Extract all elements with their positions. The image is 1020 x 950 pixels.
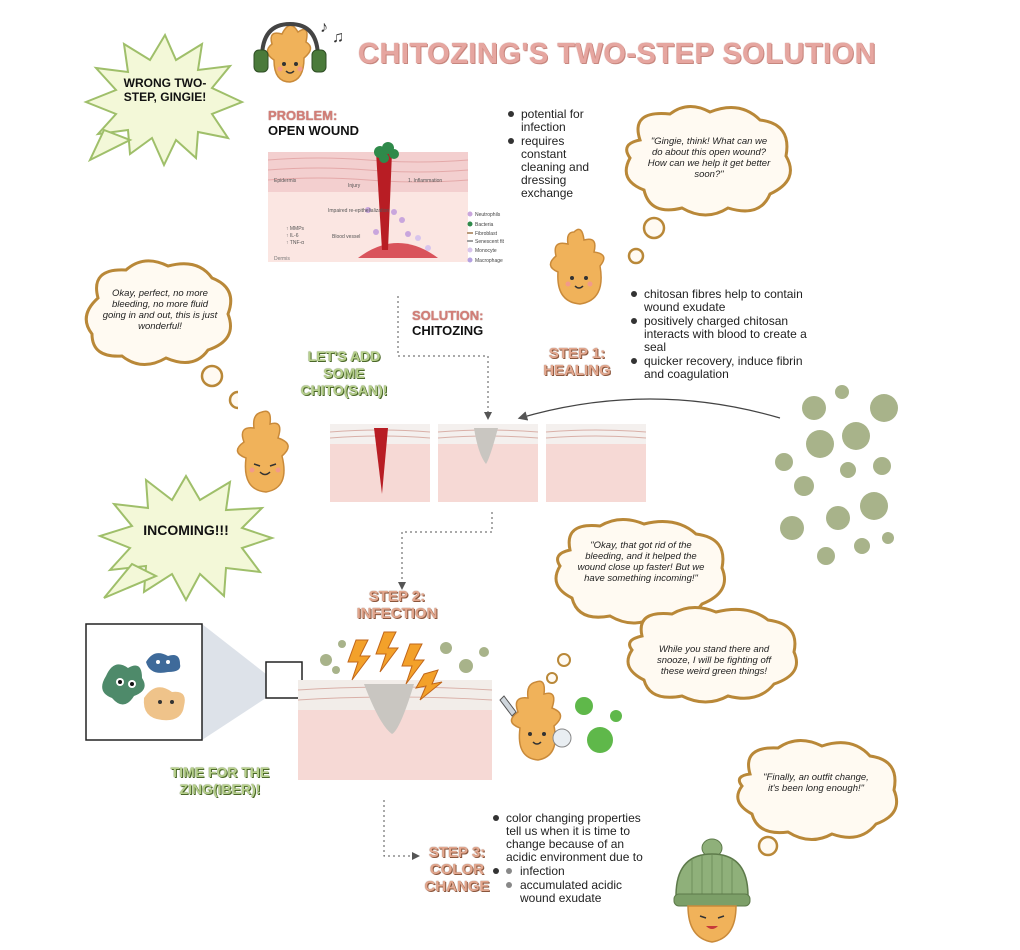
open-wound-diagram: Epidermis Injury 1. Inflammation Impaire…: [268, 140, 504, 270]
problem-bullet: potential for infection: [507, 108, 602, 134]
blood-vessel-label: Blood vessel: [332, 234, 360, 240]
step1-bullet: quicker recovery, induce fibrin and coag…: [630, 355, 810, 381]
shield-icon: [552, 728, 572, 748]
inflammation-label: 1. Inflammation: [408, 178, 442, 184]
wrong-two-step-text: WRONG TWO-STEP, GINGIE!: [123, 76, 207, 104]
ginger-icon: [510, 680, 562, 761]
step3-sub-container: infection accumulated acidic wound exuda…: [492, 865, 658, 905]
infected-wound-panel: [297, 631, 493, 780]
injury-label: Injury: [348, 183, 361, 189]
step3-sub-bullets: infection accumulated acidic wound exuda…: [492, 865, 658, 905]
ginger-green-hat-mascot: [673, 838, 751, 943]
green-bacterium-icon: [102, 664, 145, 705]
step2-heading: STEP 2: INFECTION: [356, 588, 438, 622]
dermis-label: Dermis: [274, 256, 290, 262]
step3-bullet: color changing properties tell us when i…: [492, 812, 658, 864]
svg-text:♫: ♫: [332, 29, 344, 46]
step1-bullets: chitosan fibres help to contain wound ex…: [630, 288, 810, 382]
legend-item: Bacteria: [475, 222, 494, 228]
panel-chitosan-sealed: [437, 424, 539, 502]
chitosan-particles: [775, 385, 898, 565]
music-notes-icon: ♪♫: [320, 19, 344, 46]
ginger-mascot: [549, 228, 605, 305]
step3-bullets: color changing properties tell us when i…: [492, 812, 658, 906]
page-title: CHITOZING'S TWO-STEP SOLUTION: [358, 38, 877, 70]
arrow-chitosan-to-wound: [517, 398, 781, 421]
small-thought-circles: [546, 653, 571, 684]
problem-name: OPEN WOUND: [268, 123, 359, 138]
tnf-label: ↑ TNF-α: [286, 240, 304, 246]
solution-label: SOLUTION:: [412, 308, 484, 323]
blue-bacterium-icon: [146, 653, 181, 673]
ginger-fighter-mascot: [499, 680, 622, 761]
step1-bullet: positively charged chitosan interacts wi…: [630, 315, 810, 354]
cell-legend: Neutrophils Bacteria Fibroblast Senescen…: [467, 211, 504, 264]
legend-item: Senescent fibroblast: [475, 239, 504, 245]
panel-open-wound: [330, 424, 431, 502]
legend-item: Neutrophils: [475, 212, 501, 218]
bacteria-cluster-icon: [374, 142, 399, 163]
incoming-text: INCOMING!!!: [143, 522, 229, 538]
okay-thought-bubble: [554, 518, 726, 625]
legend-item: Monocyte: [475, 248, 497, 254]
legend-item: Macrophage: [475, 258, 503, 264]
perfect-bubble-text: Okay, perfect, no more bleeding, no more…: [102, 288, 218, 332]
think-thought-bubble: [624, 105, 792, 265]
time-for-zingiber-label: TIME FOR THE ZING(IBER)!: [170, 764, 270, 797]
svg-text:♪: ♪: [320, 19, 328, 36]
il6-label: ↑ IL-6: [286, 233, 299, 239]
mmps-label: ↑ MMPs: [286, 226, 305, 232]
problem-bullet: requires constant cleaning and dressing …: [507, 135, 602, 200]
impaired-label: Impaired re-epithelialization: [328, 208, 389, 214]
solution-name: CHITOZING: [412, 323, 484, 338]
bacteria-zoom-box: [85, 623, 303, 741]
lightning-icons: [347, 631, 443, 701]
step1-bullet: chitosan fibres help to contain wound ex…: [630, 288, 810, 314]
ginger-headphones-mascot: ♪♫: [253, 19, 344, 83]
headphones-icon: [253, 21, 327, 73]
wrong-two-step-burst: [83, 32, 245, 168]
orange-bacterium-icon: [143, 687, 185, 721]
ginger-icon: [266, 24, 312, 83]
legend-item: Fibroblast: [475, 231, 498, 237]
arrow-step1-to-step2: [398, 512, 493, 590]
ginger-icon: [687, 905, 737, 943]
ginger-dancing-mascot: [236, 410, 289, 493]
snooze-bubble-text: While you stand there and snooze, I will…: [656, 644, 772, 677]
outfit-thought-bubble: [736, 739, 899, 857]
beanie-icon: [673, 838, 751, 907]
add-chitosan-label: LET'S ADD SOME CHITO(SAN)!: [300, 348, 388, 398]
problem-label: PROBLEM:: [268, 108, 338, 123]
snooze-thought-bubble: [626, 606, 798, 704]
problem-bullets: potential for infection requires constan…: [507, 108, 602, 201]
think-bubble-text: "Gingie, think! What can we do about thi…: [647, 136, 771, 180]
arrow-step2-to-step3: [383, 800, 420, 860]
panel-healed-skin: [545, 424, 647, 502]
ginger-icon: [549, 228, 605, 305]
problem-heading: PROBLEM: OPEN WOUND: [268, 108, 359, 138]
ginger-icon: [236, 410, 289, 493]
perfect-thought-bubble: [84, 259, 238, 410]
step3-heading: STEP 3: COLOR CHANGE: [424, 844, 490, 895]
incoming-burst: [97, 474, 276, 602]
sword-icon: [499, 695, 517, 717]
step1-heading: STEP 1: HEALING: [543, 345, 611, 379]
healing-panels: [330, 424, 647, 502]
arrow-solution-to-step1: [397, 296, 492, 420]
epidermis-label: Epidermis: [274, 178, 297, 184]
germ-icons: [575, 697, 622, 753]
step3-sub-bullet: infection: [492, 865, 658, 878]
solution-heading: SOLUTION: CHITOZING: [412, 308, 484, 338]
outfit-bubble-text: "Finally, an outfit change, it's been lo…: [763, 772, 869, 794]
step3-sub-bullet: accumulated acidic wound exudate: [492, 879, 658, 905]
okay-bubble-text: "Okay, that got rid of the bleeding, and…: [577, 540, 705, 584]
